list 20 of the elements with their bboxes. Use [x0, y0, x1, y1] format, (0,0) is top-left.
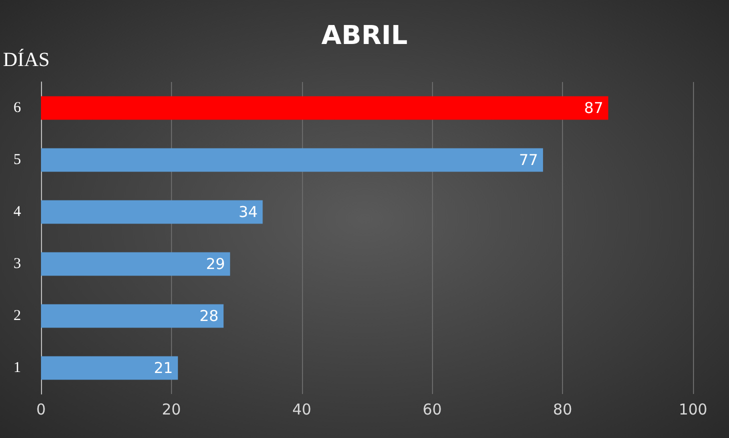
x-tick-label: 0: [36, 400, 46, 418]
data-label: 77: [518, 151, 538, 169]
x-tick-label: 80: [553, 400, 572, 418]
y-tick-label: 4: [14, 204, 22, 220]
data-label: 87: [584, 99, 604, 117]
data-label: 34: [238, 203, 258, 221]
y-tick-label: 2: [14, 308, 21, 324]
x-tick-label: 60: [422, 400, 442, 418]
data-label: 28: [199, 307, 219, 325]
x-tick-label: 40: [292, 400, 312, 418]
y-tick-label: 5: [14, 152, 21, 168]
x-tick-label: 100: [678, 400, 708, 418]
chart-title: ABRIL: [321, 21, 408, 51]
y-tick-label: 1: [14, 360, 21, 376]
y-tick-label: 3: [14, 256, 21, 272]
data-label: 29: [206, 255, 226, 273]
x-tick-label: 20: [162, 400, 181, 418]
data-label: 21: [154, 359, 173, 377]
y-tick-label: 6: [14, 100, 22, 116]
y-axis-title: DÍAS: [3, 48, 50, 71]
